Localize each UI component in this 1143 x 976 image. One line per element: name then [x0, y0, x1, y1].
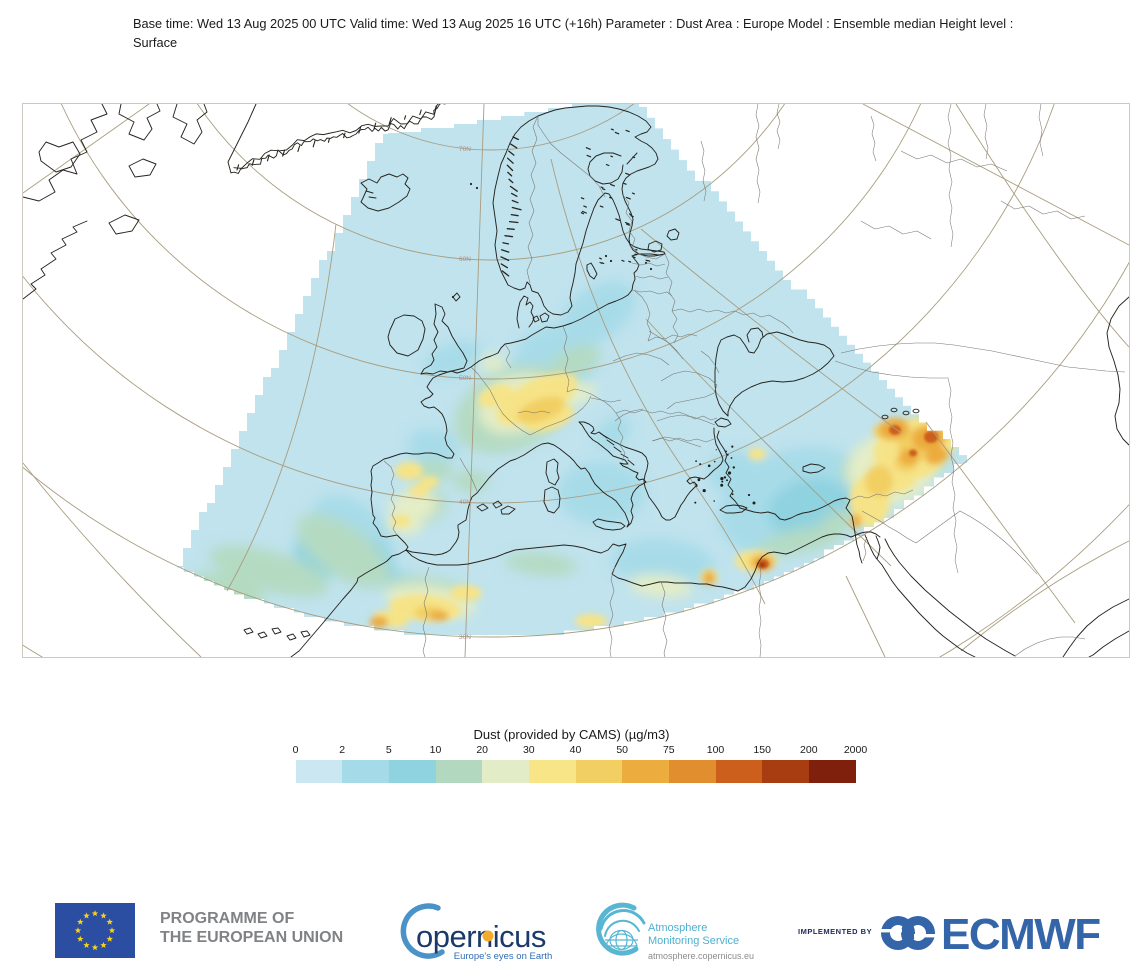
svg-text:70N: 70N	[459, 146, 471, 153]
svg-text:Monitoring Service: Monitoring Service	[648, 935, 739, 947]
svg-text:60N: 60N	[459, 256, 471, 263]
svg-text:30N: 30N	[459, 634, 471, 641]
svg-text:Atmosphere: Atmosphere	[648, 922, 707, 934]
svg-text:THE EUROPEAN UNION: THE EUROPEAN UNION	[160, 929, 343, 946]
svg-text:IMPLEMENTED BY: IMPLEMENTED BY	[798, 927, 872, 936]
svg-text:50N: 50N	[459, 375, 471, 382]
svg-text:PROGRAMME OF: PROGRAMME OF	[160, 910, 294, 927]
svg-text:Europe's eyes on Earth: Europe's eyes on Earth	[454, 951, 552, 962]
svg-text:ECMWF: ECMWF	[941, 910, 1100, 959]
svg-text:40N: 40N	[459, 499, 471, 506]
svg-text:atmosphere.copernicus.eu: atmosphere.copernicus.eu	[648, 951, 754, 961]
svg-text:opernicus: opernicus	[416, 919, 546, 954]
